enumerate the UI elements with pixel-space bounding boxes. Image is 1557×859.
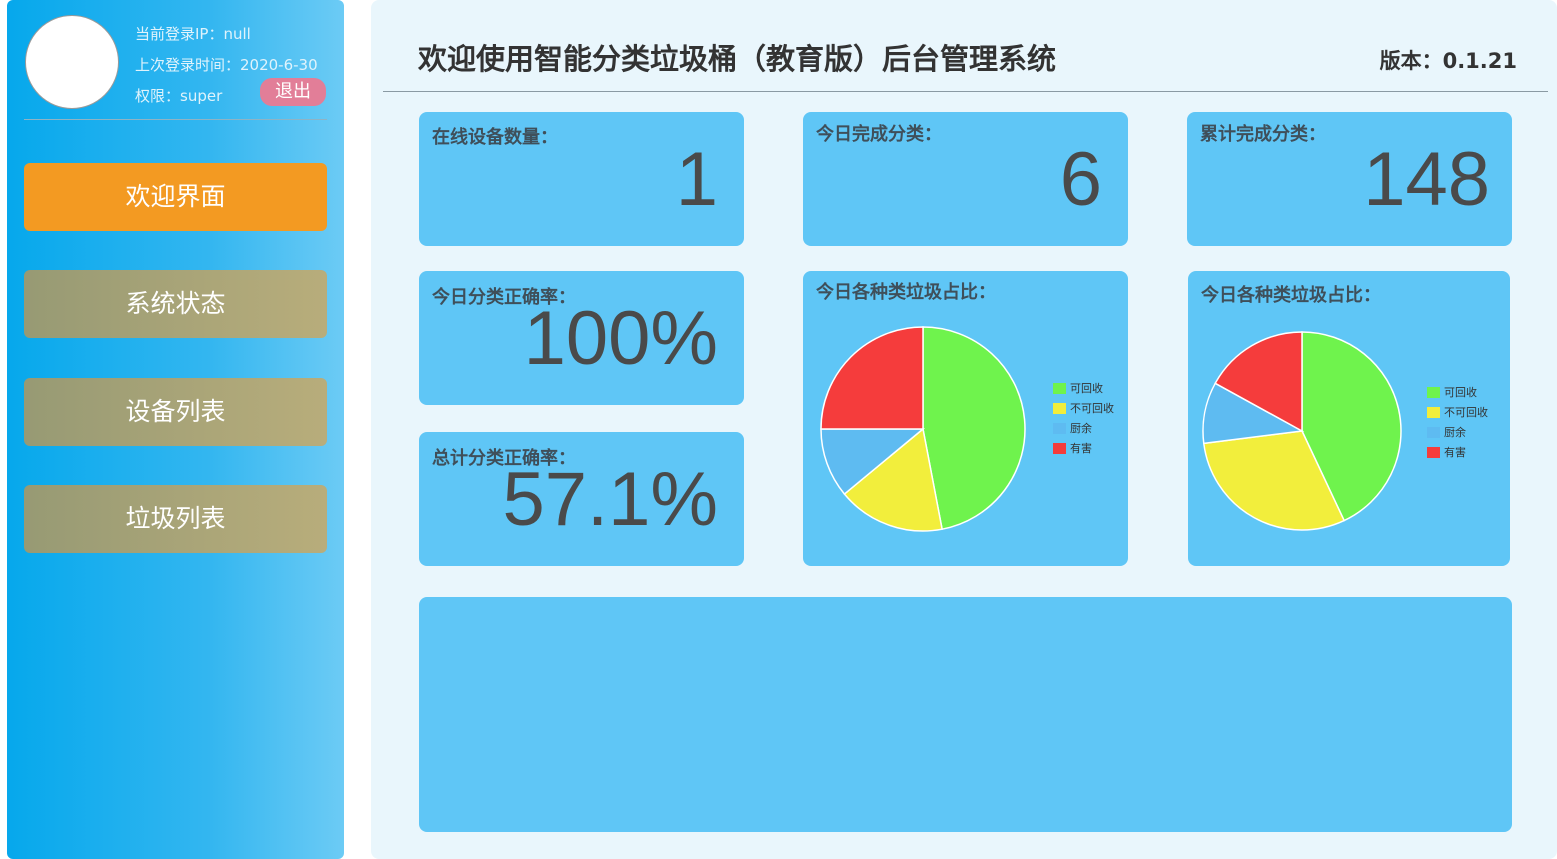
legend-label: 不可回收 — [1444, 406, 1488, 419]
pie-2-legend: 可回收不可回收厨余有害 — [1427, 382, 1488, 462]
sidebar-divider — [24, 119, 327, 120]
pie-1-slice-不可回收[interactable] — [843, 427, 943, 532]
logout-button[interactable]: 退出 — [260, 78, 326, 106]
main-panel: 欢迎使用智能分类垃圾桶（教育版）后台管理系统 版本：0.1.21 在线设备数量：… — [371, 0, 1557, 859]
pie-2-slice-有害[interactable] — [1214, 331, 1303, 433]
pie-chart-2 — [1202, 331, 1402, 531]
login-ip: 当前登录IP：null — [135, 25, 251, 43]
legend-label: 不可回收 — [1070, 402, 1114, 415]
today-done-value: 6 — [1059, 137, 1102, 222]
legend-swatch — [1053, 382, 1066, 394]
today-accuracy-card: 今日分类正确率： 100% — [419, 271, 744, 405]
pie-1-slice-可回收[interactable] — [922, 326, 1026, 531]
page-title: 欢迎使用智能分类垃圾桶（教育版）后台管理系统 — [418, 42, 1057, 76]
pie-1-slice-有害[interactable] — [820, 326, 924, 430]
legend-swatch — [1053, 442, 1066, 454]
pie-1-legend: 可回收不可回收厨余有害 — [1053, 378, 1114, 458]
total-done-value: 148 — [1363, 137, 1490, 222]
total-done-card: 累计完成分类： 148 — [1187, 112, 1512, 246]
total-accuracy-value: 57.1% — [502, 457, 719, 542]
legend-item[interactable]: 可回收 — [1053, 378, 1114, 398]
pie-card-1: 今日各种类垃圾占比： 可回收不可回收厨余有害 — [803, 271, 1128, 566]
legend-item[interactable]: 有害 — [1427, 442, 1488, 462]
nav-device-list[interactable]: 设备列表 — [24, 378, 327, 446]
pie-chart-1 — [820, 326, 1026, 532]
pie-1-title: 今日各种类垃圾占比： — [816, 282, 996, 303]
legend-swatch — [1427, 386, 1440, 398]
legend-swatch — [1427, 446, 1440, 458]
version-label: 版本：0.1.21 — [1379, 49, 1517, 73]
legend-label: 有害 — [1444, 446, 1466, 459]
legend-label: 可回收 — [1070, 382, 1103, 395]
nav-system-status[interactable]: 系统状态 — [24, 270, 327, 338]
online-devices-value: 1 — [675, 137, 718, 222]
today-done-card: 今日完成分类： 6 — [803, 112, 1128, 246]
total-done-label: 累计完成分类： — [1200, 124, 1326, 145]
legend-label: 厨余 — [1070, 422, 1092, 435]
legend-item[interactable]: 厨余 — [1053, 418, 1114, 438]
legend-item[interactable]: 有害 — [1053, 438, 1114, 458]
today-done-label: 今日完成分类： — [816, 124, 942, 145]
last-login-time: 上次登录时间：2020-6-30 — [135, 56, 318, 74]
legend-swatch — [1053, 402, 1066, 414]
nav-garbage-list[interactable]: 垃圾列表 — [24, 485, 327, 553]
legend-item[interactable]: 可回收 — [1427, 382, 1488, 402]
total-accuracy-card: 总计分类正确率： 57.1% — [419, 432, 744, 566]
header-divider — [383, 91, 1548, 92]
legend-swatch — [1053, 422, 1066, 434]
total-accuracy-label: 总计分类正确率： — [432, 448, 576, 469]
pie-1-slice-厨余[interactable] — [820, 428, 926, 496]
legend-label: 有害 — [1070, 442, 1092, 455]
legend-label: 厨余 — [1444, 426, 1466, 439]
nav-welcome[interactable]: 欢迎界面 — [24, 163, 327, 231]
pie-card-2: 今日各种类垃圾占比： 可回收不可回收厨余有害 — [1188, 271, 1510, 566]
pie-2-slice-不可回收[interactable] — [1202, 430, 1346, 531]
online-devices-card: 在线设备数量： 1 — [419, 112, 744, 246]
online-devices-label: 在线设备数量： — [432, 127, 558, 148]
legend-swatch — [1427, 426, 1440, 438]
legend-label: 可回收 — [1444, 386, 1477, 399]
legend-item[interactable]: 不可回收 — [1053, 398, 1114, 418]
pie-2-slice-可回收[interactable] — [1301, 331, 1402, 522]
legend-swatch — [1427, 406, 1440, 418]
sidebar: 当前登录IP：null 上次登录时间：2020-6-30 权限：super 退出… — [7, 0, 344, 859]
avatar[interactable] — [25, 15, 119, 109]
legend-item[interactable]: 不可回收 — [1427, 402, 1488, 422]
permission: 权限：super — [135, 87, 223, 105]
legend-item[interactable]: 厨余 — [1427, 422, 1488, 442]
today-accuracy-value: 100% — [523, 296, 718, 381]
today-accuracy-label: 今日分类正确率： — [432, 287, 576, 308]
pie-2-title: 今日各种类垃圾占比： — [1201, 285, 1381, 306]
bottom-panel — [419, 597, 1512, 832]
